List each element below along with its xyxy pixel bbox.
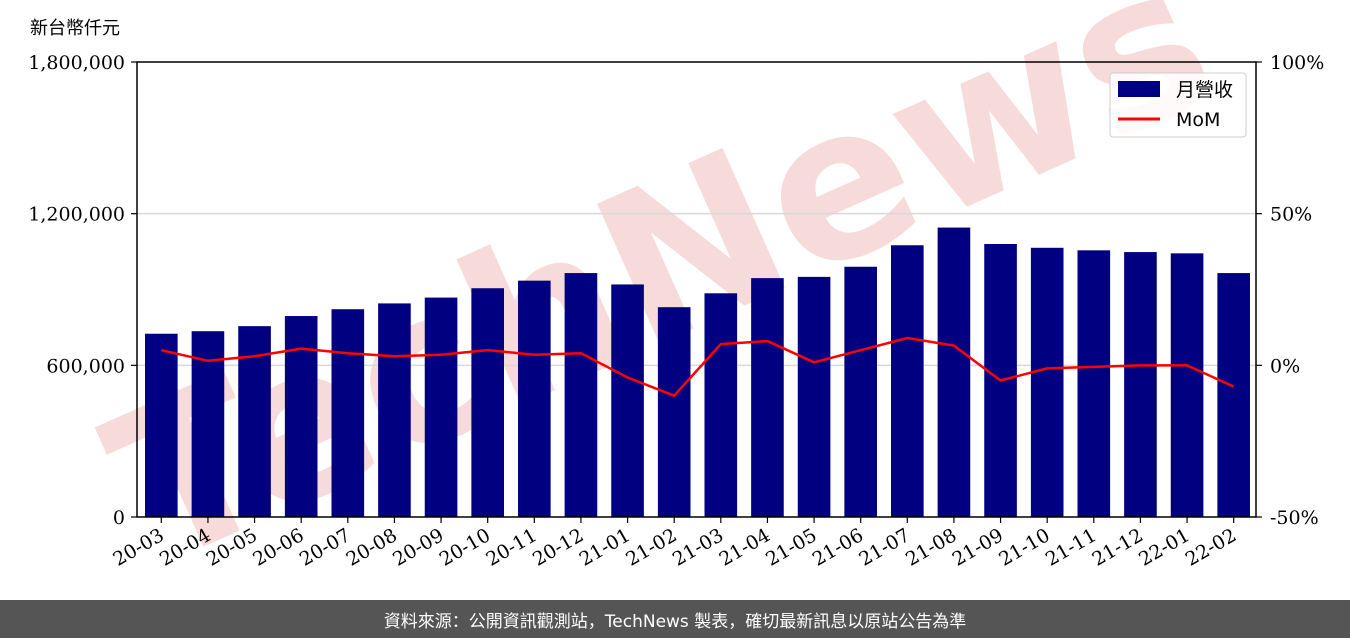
y2-tick-label: -50% — [1270, 507, 1319, 529]
revenue-bar — [471, 288, 504, 517]
revenue-bar — [424, 297, 458, 517]
y-tick-label: 1,200,000 — [28, 204, 125, 226]
revenue-bar — [1124, 252, 1157, 518]
revenue-bar — [191, 331, 225, 517]
revenue-bar — [844, 266, 877, 517]
revenue-bar — [891, 245, 924, 517]
revenue-bar — [518, 280, 551, 517]
x-tick-label: 21-06 — [809, 524, 867, 570]
x-tick-label: 21-08 — [902, 524, 960, 570]
y-tick-label: 1,800,000 — [28, 52, 125, 74]
revenue-bar — [1170, 253, 1204, 517]
x-tick-label: 22-02 — [1182, 524, 1240, 570]
x-tick-label: 21-01 — [576, 524, 634, 570]
source-footer: 資料來源：公開資訊觀測站，TechNews 製表，確切最新訊息以原站公告為準 — [0, 600, 1350, 638]
revenue-bar — [1077, 250, 1111, 517]
x-tick-label: 20-12 — [529, 524, 587, 570]
revenue-bar — [704, 293, 738, 517]
x-tick-label: 21-12 — [1088, 524, 1146, 570]
x-tick-label: 21-11 — [1042, 524, 1100, 570]
revenue-chart: TechNews 0 600,000 1,200,000 1,800,000 -50% 0%… — [28, 0, 1324, 600]
revenue-bar — [331, 309, 365, 517]
x-tick-label: 21-09 — [949, 524, 1007, 570]
x-tick-label: 21-04 — [715, 524, 773, 570]
revenue-bar — [1217, 273, 1250, 517]
revenue-bar — [937, 227, 971, 517]
chart-svg: TechNews0600,0001,200,0001,800,000-50%0%… — [28, 0, 1324, 600]
x-tick-label: 21-02 — [622, 524, 680, 570]
x-tick-label: 20-10 — [436, 524, 494, 570]
mom-line — [161, 336, 1235, 397]
y-tick-label: 600,000 — [46, 355, 125, 377]
revenue-bar — [751, 278, 784, 517]
x-tick-label: 20-11 — [482, 524, 540, 570]
x-tick-label: 20-09 — [389, 524, 447, 570]
revenue-bar — [657, 307, 691, 517]
revenue-bar — [378, 303, 411, 517]
y2-tick-label: 100% — [1270, 52, 1324, 74]
y-unit-label: 新台幣仟元 — [30, 18, 120, 39]
revenue-bar — [564, 273, 598, 517]
legend-line-label: MoM — [1176, 109, 1220, 131]
y2-tick-label: 0% — [1270, 355, 1300, 377]
revenue-bar — [611, 284, 644, 517]
revenue-bar — [1030, 247, 1064, 517]
legend-bar-label: 月營收 — [1176, 79, 1233, 101]
revenue-bar — [797, 276, 831, 517]
x-tick-label: 21-05 — [762, 524, 820, 570]
x-tick-label: 21-10 — [995, 524, 1053, 570]
revenue-bar — [145, 333, 178, 517]
x-tick-label: 21-03 — [669, 524, 727, 570]
plot-frame — [136, 61, 1257, 518]
legend-bar-swatch — [1118, 81, 1160, 97]
footer-text: 資料來源：公開資訊觀測站，TechNews 製表，確切最新訊息以原站公告為準 — [383, 611, 967, 632]
x-tick-label: 21-07 — [855, 524, 913, 570]
y2-tick-label: 50% — [1270, 204, 1312, 226]
revenue-bar — [284, 316, 318, 517]
x-tick-label: 22-01 — [1135, 524, 1193, 570]
y-tick-label: 0 — [113, 507, 125, 529]
